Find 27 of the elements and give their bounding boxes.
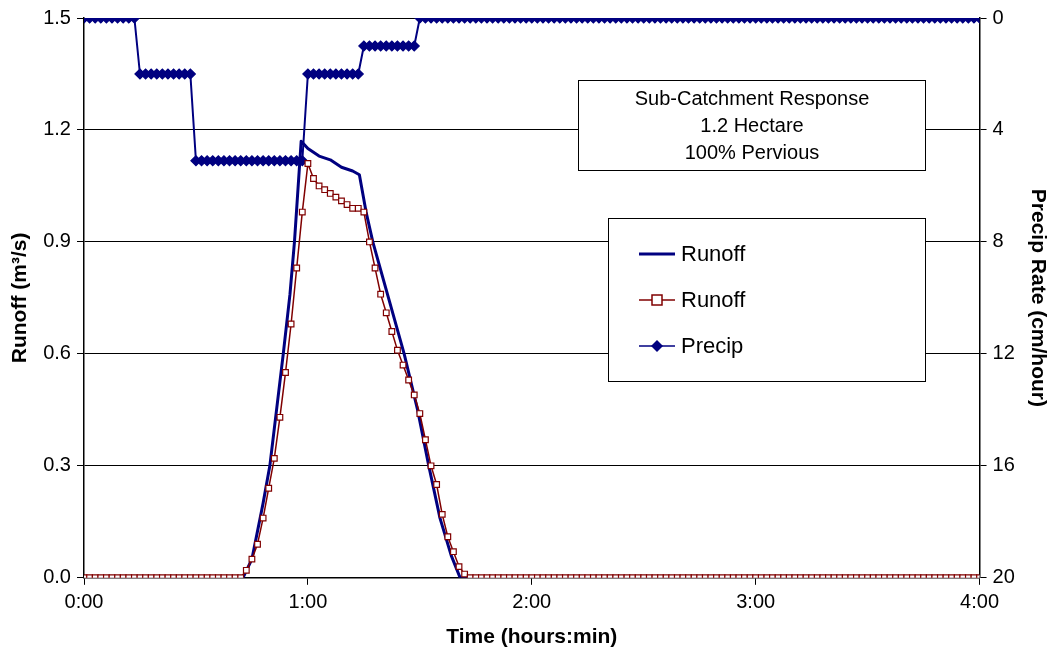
y2-tick-label: 4: [992, 117, 1004, 140]
legend-label: Precip: [681, 333, 744, 359]
x-tick-label: 2:00: [512, 590, 552, 613]
legend-label: Runoff: [681, 287, 746, 313]
x-axis-title: Time (hours:min): [446, 624, 618, 648]
x-tick-label: 3:00: [736, 590, 776, 613]
annotation: Sub-Catchment Response: [633, 86, 871, 111]
x-tick-label: 4:00: [960, 590, 1000, 613]
y-tick-label: 0.3: [43, 453, 71, 476]
x-tick-label: 1:00: [288, 590, 328, 613]
y2-tick-label: 0: [992, 5, 1004, 28]
y-tick-label: 0.6: [43, 341, 71, 364]
y-axis-title: Runoff (m³/s): [7, 232, 31, 364]
legend-label: Runoff: [681, 241, 746, 267]
y-tick-label: 1.5: [43, 5, 71, 28]
y-tick-label: 1.2: [43, 117, 71, 140]
y2-tick-label: 16: [992, 453, 1015, 476]
y2-axis-title: Precip Rate (cm/hour): [1027, 188, 1051, 408]
x-tick-label: 0:00: [64, 590, 104, 613]
y-tick-label: 0.9: [43, 229, 71, 252]
y2-tick-label: 12: [992, 341, 1015, 364]
annotation: 100% Pervious: [683, 140, 821, 165]
y-tick-label: 0.0: [43, 565, 71, 588]
y2-tick-label: 20: [992, 565, 1015, 588]
y2-tick-label: 8: [992, 229, 1004, 252]
note-box: Sub-Catchment Response 1.2 Hectare 100% Pervious: [578, 80, 926, 171]
annotation: 1.2 Hectare: [699, 113, 805, 138]
